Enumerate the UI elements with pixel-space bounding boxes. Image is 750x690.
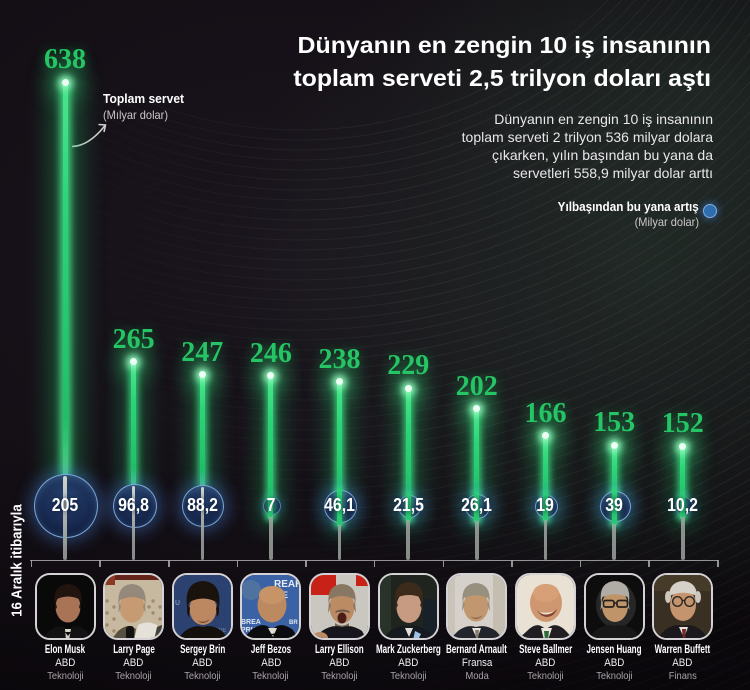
svg-text:BR: BR [289, 620, 298, 626]
svg-text:PRU: PRU [241, 627, 256, 634]
svg-text:E: E [282, 590, 288, 600]
svg-text:BREA: BREA [241, 619, 261, 626]
svg-text:U: U [175, 600, 180, 607]
svg-text:REAKT: REAKT [274, 579, 301, 590]
svg-text:NE: NE [218, 628, 226, 634]
